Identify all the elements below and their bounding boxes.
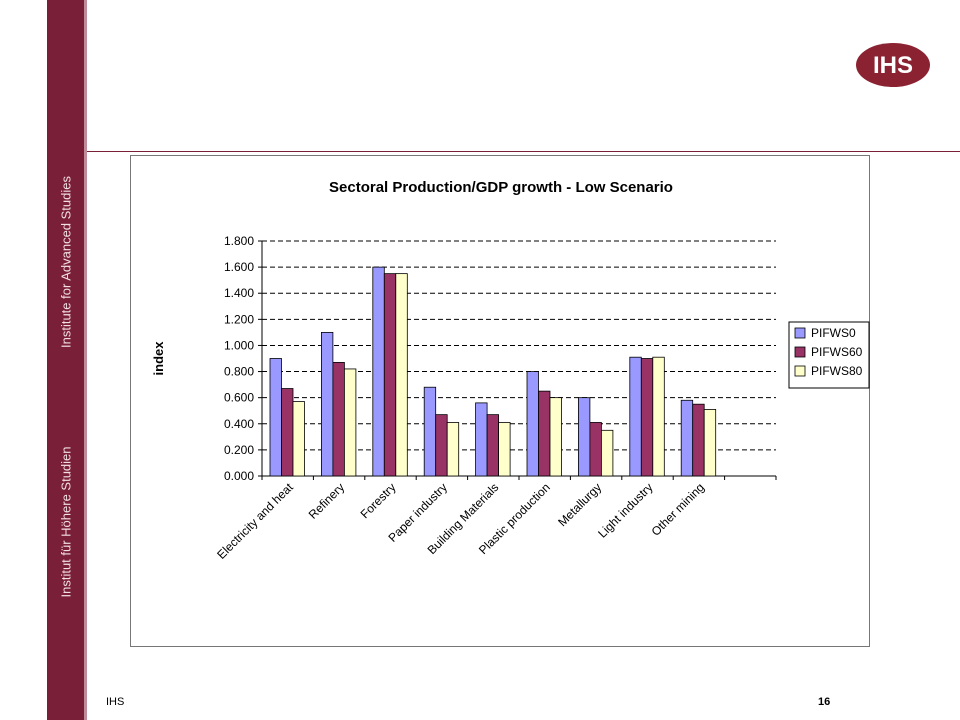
bar-pifws80-1 (343, 368, 357, 477)
legend-swatch-pifws80 (794, 365, 806, 377)
chart-title: Sectoral Production/GDP growth - Low Sce… (329, 179, 673, 196)
sidebar-band: Institute for Advanced Studies Institut … (47, 0, 87, 720)
y-tick-label: 0.600 (224, 391, 254, 405)
x-category-label: Metallurgy (555, 480, 604, 529)
page-number: 16 (818, 696, 831, 708)
bar-pifws80-4 (498, 422, 511, 477)
legend-label-pifws80: PIFWS80 (811, 364, 863, 378)
bar-pifws60-8 (692, 403, 705, 477)
y-tick-label: 0.400 (224, 417, 254, 431)
bar-pifws0-5 (526, 371, 539, 477)
bar-pifws0-7 (629, 356, 642, 477)
y-tick-label: 1.600 (224, 260, 254, 274)
x-category-label: Electricity and heat (214, 480, 296, 562)
bar-pifws60-7 (640, 358, 654, 477)
legend-swatch-pifws60 (794, 346, 806, 358)
y-tick-label: 0.000 (224, 469, 254, 483)
bar-pifws80-6 (600, 429, 614, 477)
x-category-label: Refinery (306, 480, 347, 521)
ihs-logo-icon: IHS (856, 43, 930, 87)
y-tick-label: 0.200 (224, 443, 254, 457)
bar-pifws80-7 (652, 356, 665, 477)
sidebar-text-english: Institute for Advanced Studies (58, 176, 73, 348)
legend-swatch-pifws0 (794, 327, 806, 339)
bar-pifws0-6 (577, 397, 591, 477)
bar-pifws60-1 (332, 362, 345, 477)
bar-pifws60-2 (383, 273, 397, 477)
bar-pifws0-0 (269, 358, 282, 477)
bar-pifws60-4 (486, 414, 500, 477)
sidebar-text-german: Institut für Höhere Studien (58, 446, 73, 598)
legend-label-pifws60: PIFWS60 (811, 345, 863, 359)
x-category-label: Other mining (649, 480, 707, 538)
bar-chart: Sectoral Production/GDP growth - Low Sce… (151, 179, 870, 562)
bar-pifws80-2 (395, 273, 408, 477)
bar-pifws60-6 (589, 422, 602, 477)
header-divider (87, 151, 960, 152)
bar-pifws0-8 (680, 399, 694, 477)
legend-label-pifws0: PIFWS0 (811, 326, 856, 340)
footer-label: IHS (106, 696, 125, 708)
bar-pifws80-5 (549, 397, 562, 477)
y-tick-label: 0.800 (224, 365, 254, 379)
y-tick-label: 1.400 (224, 286, 254, 300)
chart-frame: Sectoral Production/GDP growth - Low Sce… (130, 155, 870, 647)
bar-pifws0-2 (372, 266, 385, 477)
bar-pifws0-1 (320, 331, 334, 477)
y-tick-label: 1.200 (224, 312, 254, 326)
bar-pifws0-3 (423, 386, 437, 477)
bar-pifws60-3 (435, 414, 448, 477)
bar-pifws60-5 (538, 390, 551, 477)
bar-pifws0-4 (475, 402, 488, 477)
x-category-label: Light industry (595, 480, 655, 540)
logo-text: IHS (873, 52, 913, 79)
y-tick-label: 1.000 (224, 338, 254, 352)
bar-pifws80-3 (446, 422, 460, 477)
x-category-label: Forestry (358, 480, 399, 521)
y-tick-label: 1.800 (224, 234, 254, 248)
bar-pifws60-0 (281, 388, 294, 477)
bar-pifws80-0 (292, 401, 305, 477)
bar-pifws80-8 (703, 409, 717, 477)
y-axis-label: index (151, 341, 166, 376)
